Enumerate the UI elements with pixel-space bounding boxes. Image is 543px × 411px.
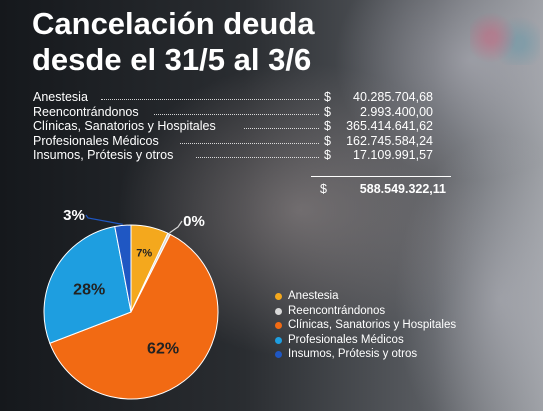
total-value: 588.549.322,11 — [359, 182, 446, 196]
debt-table: Anestesia $ 40.285.704,68 Reencontrándon… — [33, 90, 453, 163]
pie-slice — [114, 224, 132, 313]
legend-swatch — [275, 307, 282, 315]
dot-leader — [196, 157, 319, 158]
row-label: Clínicas, Sanatorios y Hospitales — [33, 119, 216, 133]
dot-leader — [101, 99, 319, 100]
table-row: Anestesia $ 40.285.704,68 — [33, 90, 453, 105]
total-divider — [311, 176, 451, 177]
pie-slice — [43, 225, 132, 344]
currency-symbol: $ — [324, 119, 331, 133]
row-value: 365.414.641,62 — [346, 119, 433, 133]
legend-label: Insumos, Prótesis y otros — [288, 348, 418, 360]
legend-label: Profesionales Médicos — [288, 333, 404, 346]
table-row: Insumos, Prótesis y otros $ 17.109.991,5… — [33, 148, 453, 163]
dot-leader — [154, 113, 319, 115]
legend-item: Reencontrándonos — [275, 305, 456, 320]
currency-symbol: $ — [324, 133, 331, 148]
slice-label: 28% — [73, 282, 105, 299]
legend-swatch — [275, 351, 282, 358]
legend-label: Reencontrándonos — [288, 304, 386, 317]
slice-leader-line — [169, 220, 183, 234]
legend-label: Clínicas, Sanatorios y Hospitales — [288, 319, 457, 331]
slice-label: 0% — [183, 213, 205, 230]
slice-label: 3% — [63, 207, 85, 224]
row-value: 17.109.991,57 — [353, 148, 433, 162]
legend-item: Profesionales Médicos — [275, 334, 456, 349]
currency-symbol: $ — [324, 90, 331, 104]
currency-symbol: $ — [324, 104, 331, 119]
row-value: 2.993.400,00 — [360, 104, 433, 119]
row-label: Insumos, Prótesis y otros — [33, 148, 174, 162]
legend-item: Anestesia — [275, 290, 456, 305]
row-label: Reencontrándonos — [33, 104, 139, 119]
legend-item: Clínicas, Sanatorios y Hospitales — [275, 319, 456, 334]
page-title: Cancelación deuda desde el 31/5 al 3/6 — [32, 6, 315, 78]
slice-leader-line — [85, 214, 123, 225]
chart-legend: Anestesia Reencontrándonos Clínicas, San… — [275, 290, 456, 363]
legend-swatch — [275, 336, 282, 344]
row-label: Anestesia — [33, 90, 88, 104]
legend-label: Anestesia — [288, 290, 339, 302]
dot-leader — [244, 128, 319, 129]
slice-label: 7% — [136, 248, 152, 260]
row-label: Profesionales Médicos — [33, 133, 159, 148]
currency-symbol: $ — [324, 148, 331, 162]
row-value: 40.285.704,68 — [353, 90, 433, 104]
title-line-1: Cancelación deuda — [32, 6, 315, 41]
legend-swatch — [275, 293, 282, 300]
dot-leader — [180, 142, 319, 144]
currency-symbol: $ — [320, 182, 327, 196]
pie-slice — [49, 233, 219, 400]
background-fabric-pattern — [470, 10, 540, 65]
legend-item: Insumos, Prótesis y otros — [275, 348, 456, 363]
table-row: Reencontrándonos $ 2.993.400,00 — [33, 105, 453, 120]
slice-label: 62% — [147, 341, 179, 358]
row-value: 162.745.584,24 — [346, 133, 433, 148]
table-row: Clínicas, Sanatorios y Hospitales $ 365.… — [33, 119, 453, 134]
legend-swatch — [275, 322, 282, 329]
title-line-2: desde el 31/5 al 3/6 — [32, 42, 312, 77]
table-row: Profesionales Médicos $ 162.745.584,24 — [33, 134, 453, 149]
